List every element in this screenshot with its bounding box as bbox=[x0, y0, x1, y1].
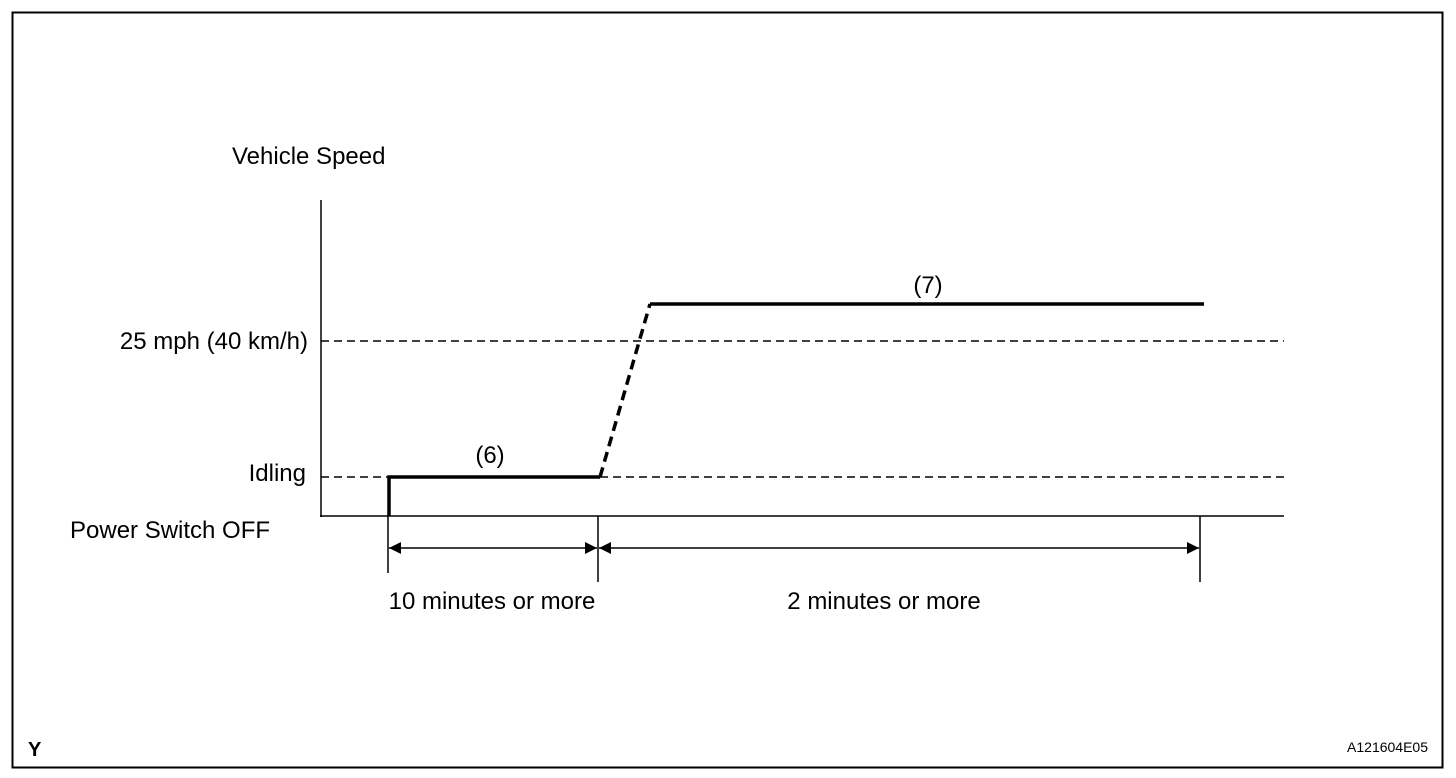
level-label: 25 mph (40 km/h) bbox=[120, 328, 308, 355]
level-label: Power Switch OFF bbox=[70, 517, 270, 544]
duration-label: 2 minutes or more bbox=[787, 588, 980, 615]
duration-label: 10 minutes or more bbox=[389, 588, 596, 615]
axes bbox=[320, 200, 1284, 517]
corner-mark: Y bbox=[28, 739, 42, 761]
speed-profile bbox=[387, 302, 1204, 516]
figure-id: A121604E05 bbox=[1347, 739, 1428, 755]
timing bbox=[387, 516, 1201, 582]
accel-segment bbox=[598, 303, 652, 478]
step-label: (7) bbox=[913, 272, 942, 299]
axis-title: Vehicle Speed bbox=[232, 143, 385, 170]
level-label: Idling bbox=[249, 460, 306, 487]
frame bbox=[11, 11, 1444, 769]
step-label: (6) bbox=[475, 442, 504, 469]
idle-segment bbox=[387, 475, 600, 516]
